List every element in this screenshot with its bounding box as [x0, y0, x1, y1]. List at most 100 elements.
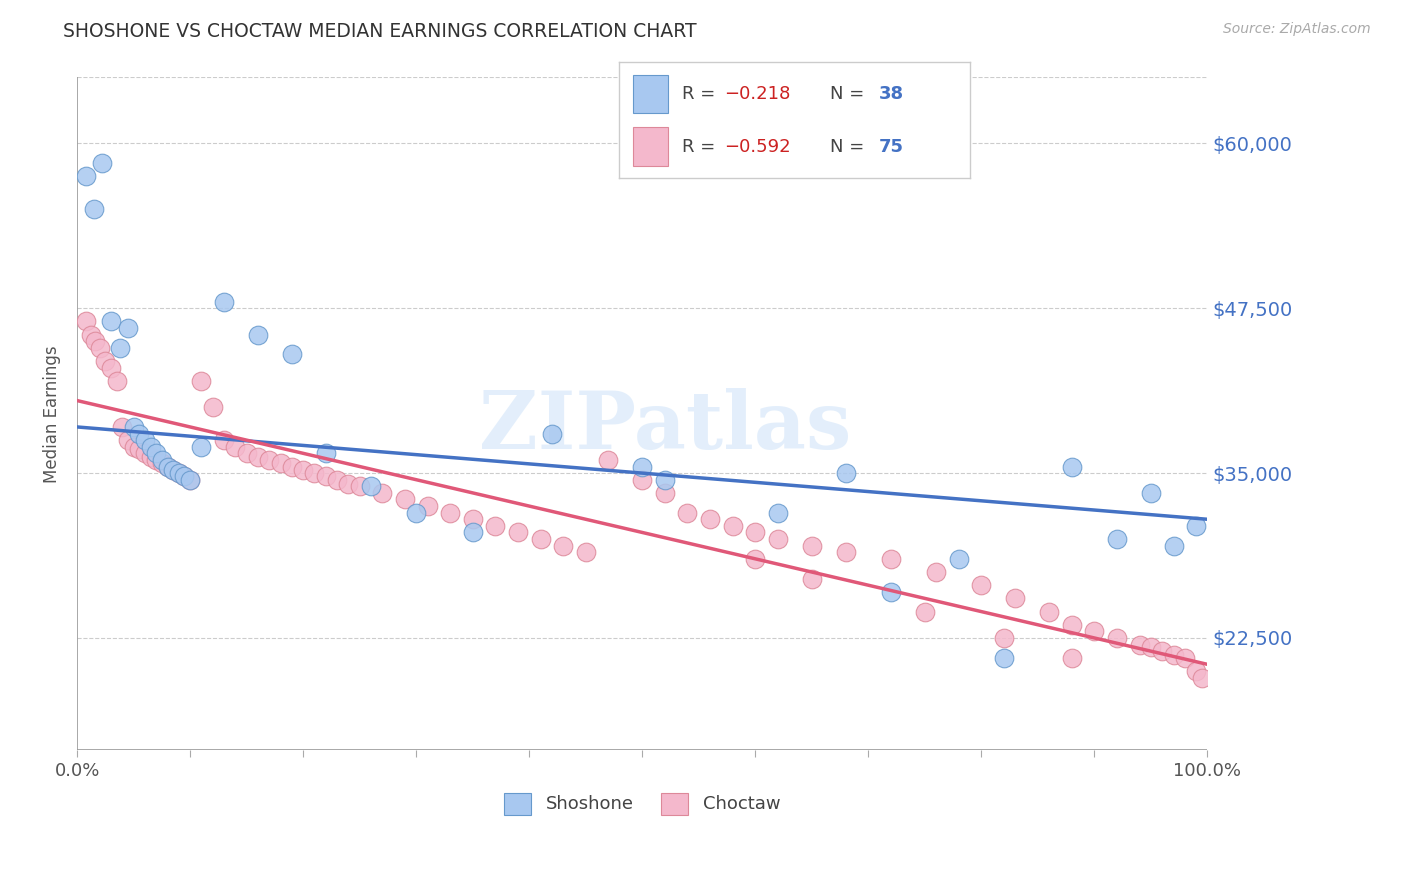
Point [529, 532, 551, 546]
Point [993, 631, 1015, 645]
Text: N =: N = [830, 137, 869, 155]
Text: N =: N = [830, 86, 869, 103]
Point [235, 446, 257, 460]
Point [167, 466, 190, 480]
Point [925, 565, 948, 579]
Point [349, 479, 371, 493]
Point [835, 466, 858, 480]
Point [167, 466, 190, 480]
Text: R =: R = [682, 137, 721, 155]
Point [1004, 591, 1026, 606]
Point [190, 374, 212, 388]
Point [212, 433, 235, 447]
Point [540, 426, 562, 441]
Point [134, 433, 156, 447]
Point [190, 440, 212, 454]
Point [766, 506, 789, 520]
Point [1140, 640, 1163, 655]
Point [1105, 532, 1128, 546]
Point [179, 473, 201, 487]
Point [880, 584, 903, 599]
Text: R =: R = [682, 86, 721, 103]
Point [122, 420, 145, 434]
Point [575, 545, 598, 559]
Text: −0.592: −0.592 [724, 137, 790, 155]
Point [461, 512, 484, 526]
Bar [633, 75, 668, 113]
Text: 38: 38 [879, 86, 904, 103]
Point [800, 539, 823, 553]
Point [699, 512, 721, 526]
Point [744, 552, 766, 566]
Text: 75: 75 [879, 137, 904, 155]
Text: Source: ZipAtlas.com: Source: ZipAtlas.com [1223, 22, 1371, 37]
Point [212, 294, 235, 309]
Point [676, 506, 699, 520]
Point [246, 450, 269, 465]
Point [394, 492, 416, 507]
Point [880, 552, 903, 566]
Point [75, 314, 97, 328]
Point [145, 453, 167, 467]
Point [75, 169, 97, 184]
Point [326, 473, 349, 487]
Point [1083, 624, 1105, 639]
Text: ZIPatlas: ZIPatlas [479, 388, 851, 467]
Point [721, 519, 744, 533]
Point [145, 446, 167, 460]
Point [744, 525, 766, 540]
Point [139, 450, 162, 465]
Point [337, 476, 360, 491]
Point [292, 463, 315, 477]
Bar [633, 128, 668, 166]
Point [631, 473, 654, 487]
Point [179, 473, 201, 487]
Point [1060, 459, 1083, 474]
Y-axis label: Median Earnings: Median Earnings [44, 345, 60, 483]
Point [654, 473, 676, 487]
Point [371, 486, 394, 500]
Point [162, 463, 184, 477]
Point [835, 545, 858, 559]
Point [1038, 605, 1060, 619]
Point [84, 334, 107, 349]
Text: −0.218: −0.218 [724, 86, 790, 103]
Point [83, 202, 105, 217]
Point [91, 156, 114, 170]
Point [224, 440, 246, 454]
Point [461, 525, 484, 540]
Point [304, 466, 326, 480]
Point [1105, 631, 1128, 645]
Point [139, 440, 162, 454]
Point [360, 479, 382, 493]
Point [315, 468, 337, 483]
Point [89, 341, 111, 355]
Point [1163, 539, 1185, 553]
Point [150, 453, 173, 467]
Point [128, 426, 150, 441]
Point [506, 525, 529, 540]
Point [948, 552, 970, 566]
Point [117, 321, 139, 335]
Point [1129, 638, 1152, 652]
Point [270, 456, 292, 470]
Point [105, 374, 128, 388]
Point [150, 456, 173, 470]
Point [484, 519, 506, 533]
Point [1185, 664, 1208, 678]
Point [914, 605, 936, 619]
Point [1163, 648, 1185, 662]
Point [766, 532, 789, 546]
Point [117, 433, 139, 447]
Point [631, 459, 654, 474]
Point [259, 453, 281, 467]
Point [598, 453, 620, 467]
Point [100, 360, 122, 375]
Point [201, 400, 224, 414]
Point [1140, 486, 1163, 500]
Point [416, 499, 439, 513]
Point [94, 354, 117, 368]
Point [1152, 644, 1174, 658]
Legend: Shoshone, Choctaw: Shoshone, Choctaw [498, 785, 787, 822]
Point [654, 486, 676, 500]
